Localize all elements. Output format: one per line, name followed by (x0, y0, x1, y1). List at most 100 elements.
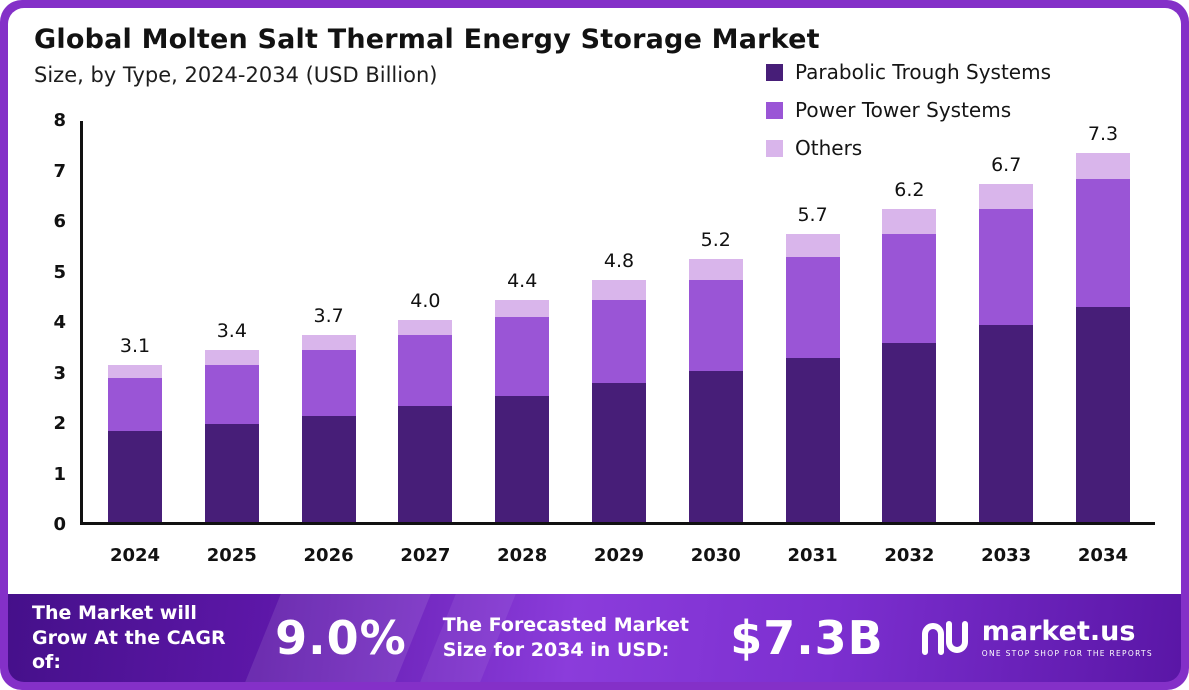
plot-area: 3.1 2024 3.4 2025 3.7 2026 4.0 2027 4.4 2028 4.8 20… (80, 121, 1155, 566)
bar-total-label: 6.2 (894, 178, 925, 201)
cagr-label: The Market will Grow At the CAGR of: (32, 601, 226, 674)
bar-stack (591, 279, 646, 522)
x-axis-label: 2028 (497, 545, 548, 566)
market-us-logo-icon (921, 621, 968, 655)
bar-segment-parabolic-trough-systems (785, 357, 840, 522)
bar-segment-parabolic-trough-systems (591, 383, 646, 522)
bar-segment-others (979, 183, 1034, 209)
bar-total-label: 3.7 (313, 305, 344, 328)
bar-segment-others (688, 259, 743, 280)
brand-text: market.us ONE STOP SHOP FOR THE REPORTS (982, 618, 1153, 658)
legend-swatch (766, 101, 783, 119)
x-axis-label: 2025 (206, 545, 257, 566)
bar-segment-power-tower-systems (688, 279, 743, 371)
bar-segment-power-tower-systems (398, 335, 453, 406)
bar-total-label: 4.0 (410, 290, 441, 313)
chart-card: Global Molten Salt Thermal Energy Storag… (8, 8, 1181, 594)
legend-label: Parabolic Trough Systems (795, 60, 1051, 84)
y-tick-label: 4 (53, 312, 66, 333)
legend-item: Parabolic Trough Systems (766, 60, 1051, 84)
bar-column: 4.0 2027 (381, 290, 469, 566)
legend-swatch (766, 63, 783, 81)
bar-segment-parabolic-trough-systems (204, 423, 259, 522)
bar-segment-others (591, 279, 646, 300)
x-axis-label: 2034 (1077, 545, 1129, 566)
bar-segment-power-tower-systems (591, 299, 646, 384)
legend: Parabolic Trough Systems Power Tower Syst… (766, 60, 1051, 160)
bar-segment-parabolic-trough-systems (882, 342, 937, 522)
bar-stack (495, 299, 550, 522)
bar-total-label: 7.3 (1087, 123, 1119, 146)
bar-column: 4.4 2028 (478, 269, 566, 566)
bar-segment-others (495, 299, 550, 318)
bar-segment-others (882, 208, 937, 235)
bar-stack (1075, 153, 1130, 522)
y-tick-label: 0 (53, 514, 66, 535)
bar-stack (882, 208, 937, 522)
bar-segment-parabolic-trough-systems (301, 415, 356, 522)
bar-column: 3.4 2025 (188, 320, 276, 566)
bar-total-label: 3.1 (119, 335, 151, 358)
brand-tagline: ONE STOP SHOP FOR THE REPORTS (981, 649, 1153, 658)
bar-segment-others (1075, 153, 1130, 179)
bar-column: 6.7 2033 (962, 154, 1050, 566)
x-axis-label: 2033 (981, 545, 1032, 566)
legend-item: Others (766, 136, 1051, 160)
bar-segment-parabolic-trough-systems (979, 325, 1034, 522)
bar-segment-parabolic-trough-systems (495, 395, 550, 522)
y-tick-label: 1 (53, 463, 66, 485)
bar-segment-power-tower-systems (785, 256, 840, 358)
legend-label: Power Tower Systems (795, 98, 1012, 122)
x-axis-label: 2029 (593, 545, 645, 566)
brand: market.us ONE STOP SHOP FOR THE REPORTS (920, 618, 1153, 658)
bar-stack (979, 183, 1034, 522)
bar-segment-parabolic-trough-systems (398, 405, 453, 522)
bar-stack (301, 335, 356, 522)
brand-name: market.us (981, 616, 1136, 647)
y-axis: 0 1 2 3 4 5 6 7 8 (34, 110, 80, 535)
bar-segment-power-tower-systems (1075, 178, 1130, 308)
bar-total-label: 4.4 (507, 269, 538, 292)
bar-segment-power-tower-systems (882, 234, 937, 343)
x-axis-label: 2031 (787, 545, 838, 566)
cagr-value: 9.0% (275, 611, 407, 665)
bar-stack (398, 320, 453, 522)
legend-label: Others (795, 136, 863, 160)
bar-segment-others (785, 234, 840, 257)
bar-column: 5.2 2030 (672, 229, 760, 566)
footer-banner: The Market will Grow At the CAGR of: 9.0… (8, 594, 1181, 682)
y-tick-label: 5 (53, 261, 66, 283)
y-tick-label: 3 (53, 362, 66, 384)
legend-item: Power Tower Systems (766, 98, 1051, 122)
x-axis-label: 2030 (690, 545, 741, 566)
bar-segment-parabolic-trough-systems (1075, 307, 1130, 522)
bar-stack (785, 234, 840, 522)
bar-stack (204, 350, 259, 522)
bar-segment-power-tower-systems (495, 317, 550, 396)
bar-total-label: 4.8 (603, 249, 635, 272)
page-subtitle: Size, by Type, 2024-2034 (USD Billion) (34, 63, 438, 87)
bar-segment-parabolic-trough-systems (688, 370, 743, 522)
y-tick-label: 7 (53, 160, 66, 182)
bar-column: 6.2 2032 (865, 178, 953, 566)
bar-segment-power-tower-systems (108, 378, 162, 432)
forecast-label: The Forecasted Market Size for 2034 in U… (442, 614, 689, 661)
bar-segment-others (108, 365, 162, 379)
x-axis-label: 2032 (884, 545, 935, 566)
x-axis-label: 2026 (303, 545, 354, 566)
bar-segment-others (204, 350, 259, 366)
bar-segment-power-tower-systems (301, 350, 356, 416)
y-tick-label: 2 (53, 413, 66, 434)
x-axis-label: 2024 (109, 545, 161, 566)
bar-segment-others (301, 335, 356, 351)
x-axis-label: 2027 (400, 545, 451, 566)
bar-segment-power-tower-systems (204, 365, 259, 424)
bar-column: 3.7 2026 (285, 305, 373, 566)
bar-segment-others (398, 320, 453, 336)
plot-bars: 3.1 2024 3.4 2025 3.7 2026 4.0 2027 4.4 2028 4.8 20… (83, 121, 1155, 566)
forecast-value: $7.3B (730, 611, 884, 665)
bar-column: 3.1 2024 (91, 335, 179, 566)
y-tick-label: 6 (53, 211, 66, 232)
